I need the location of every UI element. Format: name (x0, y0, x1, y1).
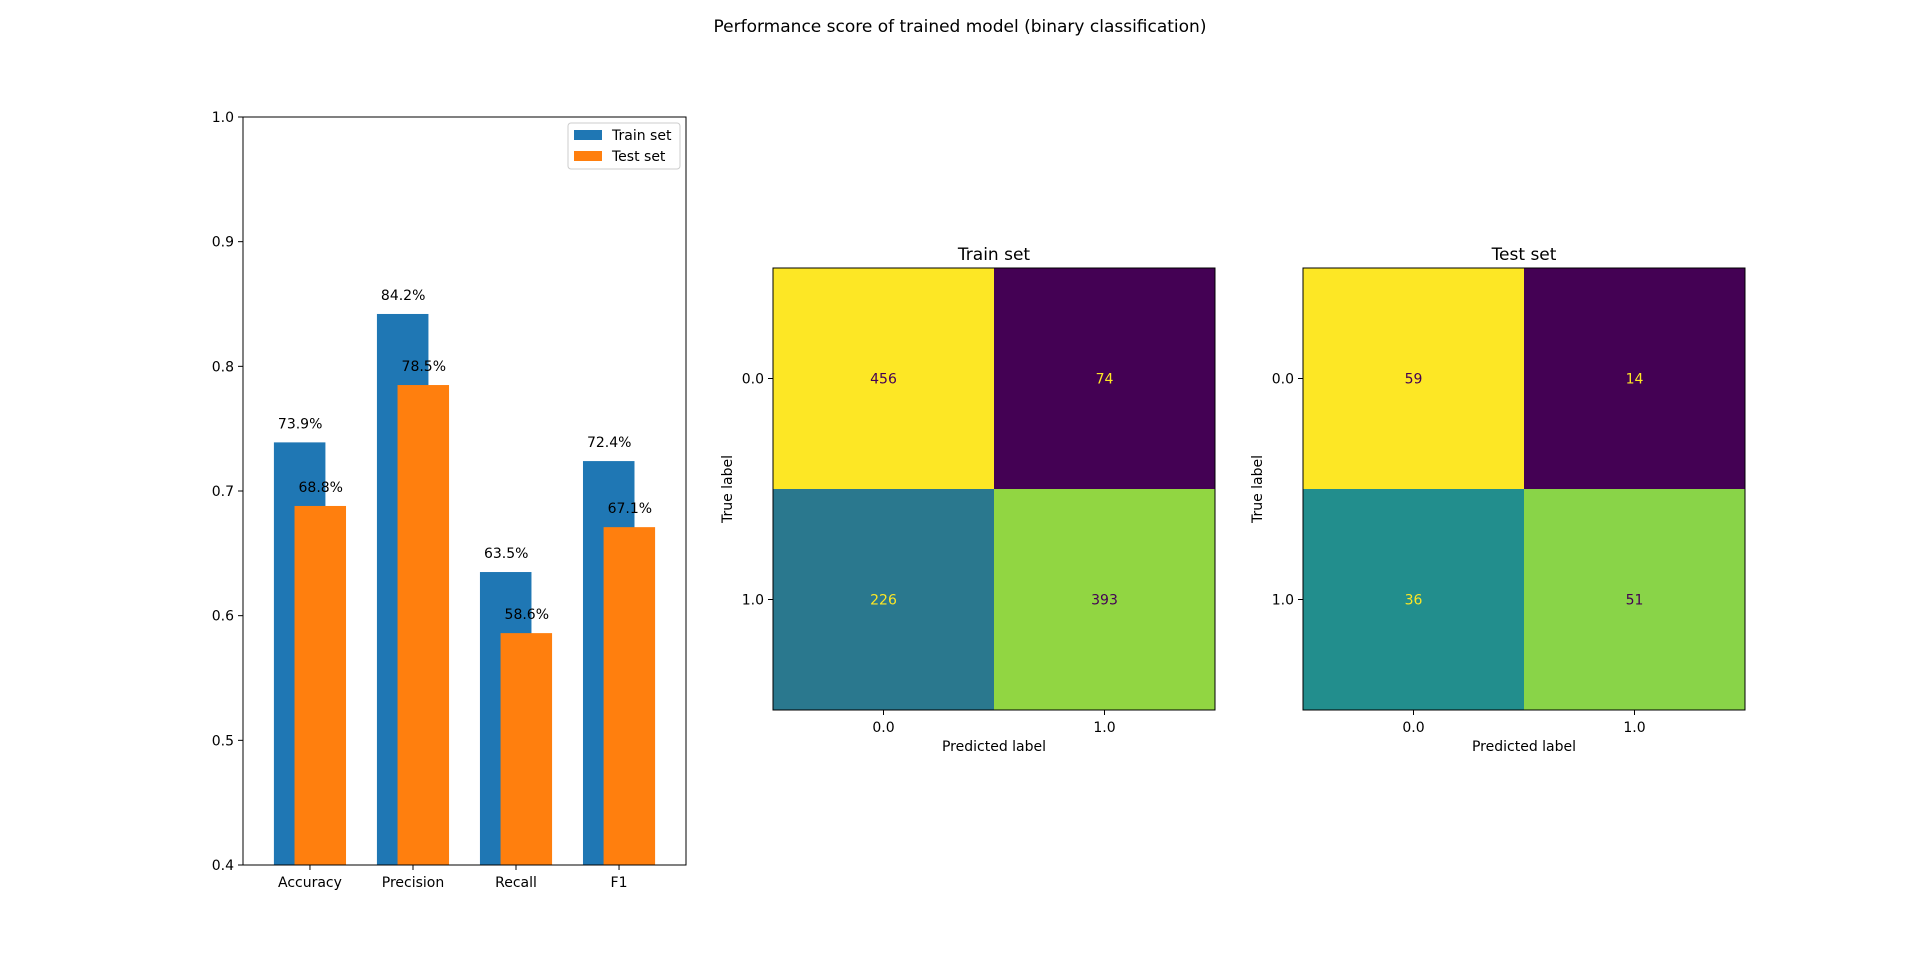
legend-label: Train set (611, 128, 672, 144)
x-tick-label: 1.0 (1093, 720, 1115, 736)
test-cm-cell-value: 51 (1626, 593, 1644, 609)
bar-value-label: 67.1% (608, 501, 652, 517)
y-tick-label: 0.0 (742, 372, 764, 388)
test-cm-cell (1303, 489, 1524, 710)
test-cm-cell (1524, 268, 1745, 489)
x-tick-label: 0.0 (872, 720, 894, 736)
train-cm-cell (994, 489, 1215, 710)
bar-legend: Train set Test set (567, 122, 681, 170)
test-cm-cell (1303, 268, 1524, 489)
train-cm-cell (994, 268, 1215, 489)
bar-test-precision (397, 385, 450, 865)
train-cm-cell-value: 393 (1091, 593, 1118, 609)
bar-test-recall (500, 633, 553, 865)
test-cm-title: Test set (1491, 245, 1557, 265)
bar-value-label: 63.5% (484, 546, 528, 562)
y-tick-label: 0.9 (212, 235, 234, 251)
y-tick-label: 0.0 (1272, 372, 1294, 388)
train-cm-cell-value: 226 (870, 593, 897, 609)
train-cm-cell (773, 489, 994, 710)
train-cm-xlabel: Predicted label (942, 739, 1046, 755)
train-cm-cell (773, 268, 994, 489)
x-tick-label: F1 (611, 875, 628, 891)
bar-value-label: 84.2% (381, 288, 425, 304)
train-confusion-matrix: 456 74 226 393 Train set 0.0 1.0 0.0 1.0 Predicte… (720, 245, 1216, 755)
bar-marks: 73.9% 84.2% 63.5% 72.4% 68.8% 78.5% 58.6% 67.1% (273, 288, 656, 865)
y-tick-label: 0.5 (212, 733, 234, 749)
x-tick-label: Accuracy (278, 875, 342, 891)
bar-value-label: 78.5% (402, 359, 446, 375)
train-cm-frame (772, 267, 1216, 711)
bar-chart-panel: 73.9% 84.2% 63.5% 72.4% 68.8% 78.5% 58.6% 67.1%… (212, 110, 687, 891)
test-confusion-matrix: 59 14 36 51 Test set 0.0 1.0 0.0 1.0 Predicted la… (1250, 245, 1746, 755)
train-cm-cell-value: 456 (870, 372, 897, 388)
test-cm-cell (1524, 489, 1745, 710)
bar-value-label: 68.8% (299, 480, 343, 496)
y-tick-label: 1.0 (1272, 593, 1294, 609)
y-tick-label: 0.8 (212, 359, 234, 375)
y-tick-label: 1.0 (742, 593, 764, 609)
bar-test-f1 (603, 527, 656, 865)
bar-value-label: 72.4% (587, 435, 631, 451)
legend-label: Test set (611, 149, 666, 165)
train-cm-ylabel: True label (720, 455, 736, 524)
train-cm-title: Train set (957, 245, 1031, 265)
legend-swatch (574, 151, 602, 161)
bar-test-accuracy (294, 505, 347, 865)
x-tick-label: Precision (382, 875, 444, 891)
x-tick-label: 0.0 (1402, 720, 1424, 736)
bar-y-axis: 0.4 0.5 0.6 0.7 0.8 0.9 1.0 (212, 110, 243, 874)
test-cm-cell-value: 36 (1405, 593, 1423, 609)
bar-x-axis: Accuracy Precision Recall F1 (278, 865, 628, 891)
train-cm-cell-value: 74 (1096, 372, 1114, 388)
bar-value-label: 73.9% (278, 416, 322, 432)
x-tick-label: Recall (495, 875, 537, 891)
x-tick-label: 1.0 (1623, 720, 1645, 736)
test-cm-cell-value: 14 (1626, 372, 1644, 388)
legend-swatch (574, 130, 602, 140)
y-tick-label: 1.0 (212, 110, 234, 126)
y-tick-label: 0.7 (212, 484, 234, 500)
test-cm-xlabel: Predicted label (1472, 739, 1576, 755)
bar-value-label: 58.6% (505, 607, 549, 623)
y-tick-label: 0.6 (212, 609, 234, 625)
y-tick-label: 0.4 (212, 858, 234, 874)
test-cm-frame (1302, 267, 1746, 711)
test-cm-cell-value: 59 (1405, 372, 1423, 388)
test-cm-ylabel: True label (1250, 455, 1266, 524)
figure-title: Performance score of trained model (bina… (714, 17, 1207, 37)
